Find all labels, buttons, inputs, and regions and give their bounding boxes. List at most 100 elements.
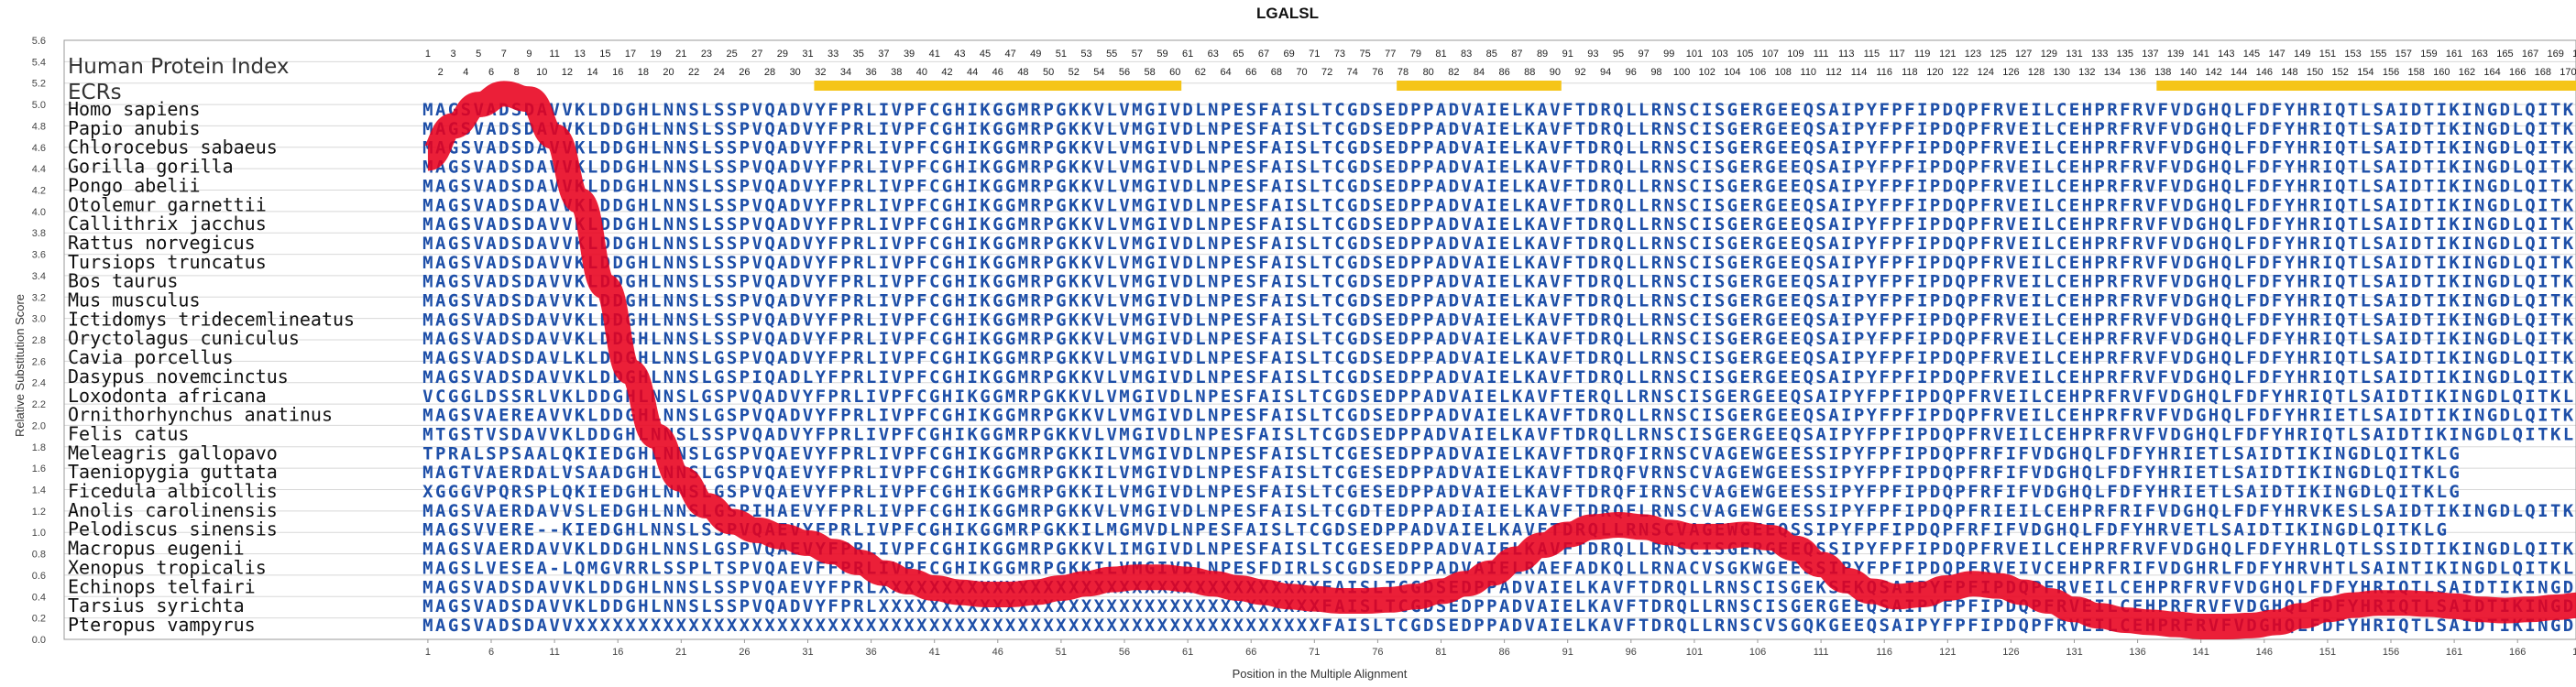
residue: S <box>461 329 471 349</box>
residue: L <box>1512 253 1522 273</box>
residue: E <box>1765 424 1775 444</box>
residue: E <box>790 501 800 521</box>
residue: H <box>2209 310 2219 330</box>
residue: D <box>600 577 610 597</box>
residue: L <box>1512 214 1522 234</box>
residue: V <box>562 367 572 387</box>
residue: R <box>1031 291 1042 311</box>
residue: C <box>1334 329 1344 349</box>
residue: I <box>1765 596 1775 616</box>
residue: I <box>2538 291 2548 311</box>
residue: A <box>2246 443 2257 463</box>
residue: C <box>2044 424 2054 444</box>
residue: R <box>853 214 864 234</box>
residue: E <box>1233 158 1244 178</box>
residue: A <box>1537 138 1548 158</box>
residue: L <box>1310 558 1320 578</box>
residue: R <box>853 234 864 254</box>
residue: V <box>1119 100 1129 120</box>
residue: L <box>2044 540 2054 560</box>
residue: L <box>2361 406 2371 426</box>
residue: D <box>1360 501 1370 521</box>
residue: I <box>752 501 762 521</box>
residue: N <box>2474 501 2484 521</box>
residue: V <box>1702 482 1712 502</box>
residue: D <box>1398 482 1408 502</box>
residue: V <box>1613 596 1623 616</box>
residue: R <box>1600 348 1611 368</box>
residue: C <box>2056 291 2066 311</box>
residue: K <box>1525 158 1536 178</box>
residue: T <box>1310 424 1320 444</box>
residue: A <box>1715 501 1726 521</box>
residue: S <box>2373 100 2383 120</box>
residue: I <box>1284 329 1294 349</box>
residue: P <box>727 387 737 407</box>
residue: C <box>2056 329 2066 349</box>
residue: H <box>2297 272 2307 292</box>
residue: A <box>1436 329 1447 349</box>
residue: S <box>714 329 724 349</box>
residue: V <box>1094 176 1104 196</box>
residue: K <box>2563 195 2574 215</box>
residue: X <box>1170 616 1181 636</box>
residue: G <box>625 138 635 158</box>
residue: E <box>1386 291 1396 311</box>
residue: X <box>1258 616 1269 636</box>
residue: V <box>473 119 483 139</box>
index-number: 66 <box>1245 67 1256 78</box>
index-number: 169 <box>2547 49 2563 60</box>
residue: K <box>1525 176 1536 196</box>
residue: L <box>866 138 876 158</box>
residue: E <box>1233 406 1244 426</box>
residue: R <box>1664 577 1675 597</box>
residue: V <box>2170 329 2180 349</box>
residue: P <box>904 482 914 502</box>
residue: X <box>892 596 903 616</box>
residue: R <box>2132 348 2143 368</box>
residue: P <box>904 558 914 578</box>
residue: G <box>1715 424 1725 444</box>
residue: D <box>2411 234 2421 254</box>
residue: N <box>1182 520 1192 540</box>
residue: A <box>1271 100 1282 120</box>
residue: D <box>790 234 800 254</box>
residue: G <box>1145 138 1155 158</box>
residue: I <box>1486 158 1496 178</box>
residue: Q <box>764 406 774 426</box>
residue: I <box>1157 119 1167 139</box>
residue: N <box>2335 463 2345 483</box>
residue: E <box>1778 214 1788 234</box>
residue: S <box>714 387 724 407</box>
residue: L <box>1512 100 1522 120</box>
residue: K <box>1069 119 1080 139</box>
residue: K <box>2449 176 2460 196</box>
residue: A <box>486 234 497 254</box>
residue: R <box>2309 348 2320 368</box>
residue: E <box>1386 195 1396 215</box>
residue: Q <box>1867 616 1877 636</box>
residue: I <box>2285 520 2295 540</box>
residue: L <box>651 463 661 483</box>
residue: C <box>1752 596 1762 616</box>
residue: S <box>1373 329 1383 349</box>
index-number: 46 <box>992 67 1003 78</box>
residue: P <box>1043 482 1053 502</box>
residue: L <box>2044 291 2054 311</box>
index-number: 76 <box>1372 67 1383 78</box>
residue: I <box>2183 443 2193 463</box>
residue: D <box>2170 387 2180 407</box>
index-number: 79 <box>1410 49 1421 60</box>
residue: D <box>1588 253 1598 273</box>
residue: T <box>2550 501 2560 521</box>
residue: E <box>1233 214 1244 234</box>
residue: K <box>2563 501 2574 521</box>
residue: T <box>2348 406 2358 426</box>
residue: M <box>422 176 433 196</box>
residue: V <box>803 253 813 273</box>
residue: G <box>1005 100 1015 120</box>
index-number: 96 <box>1626 67 1637 78</box>
residue: R <box>1600 195 1611 215</box>
residue: P <box>1854 234 1864 254</box>
